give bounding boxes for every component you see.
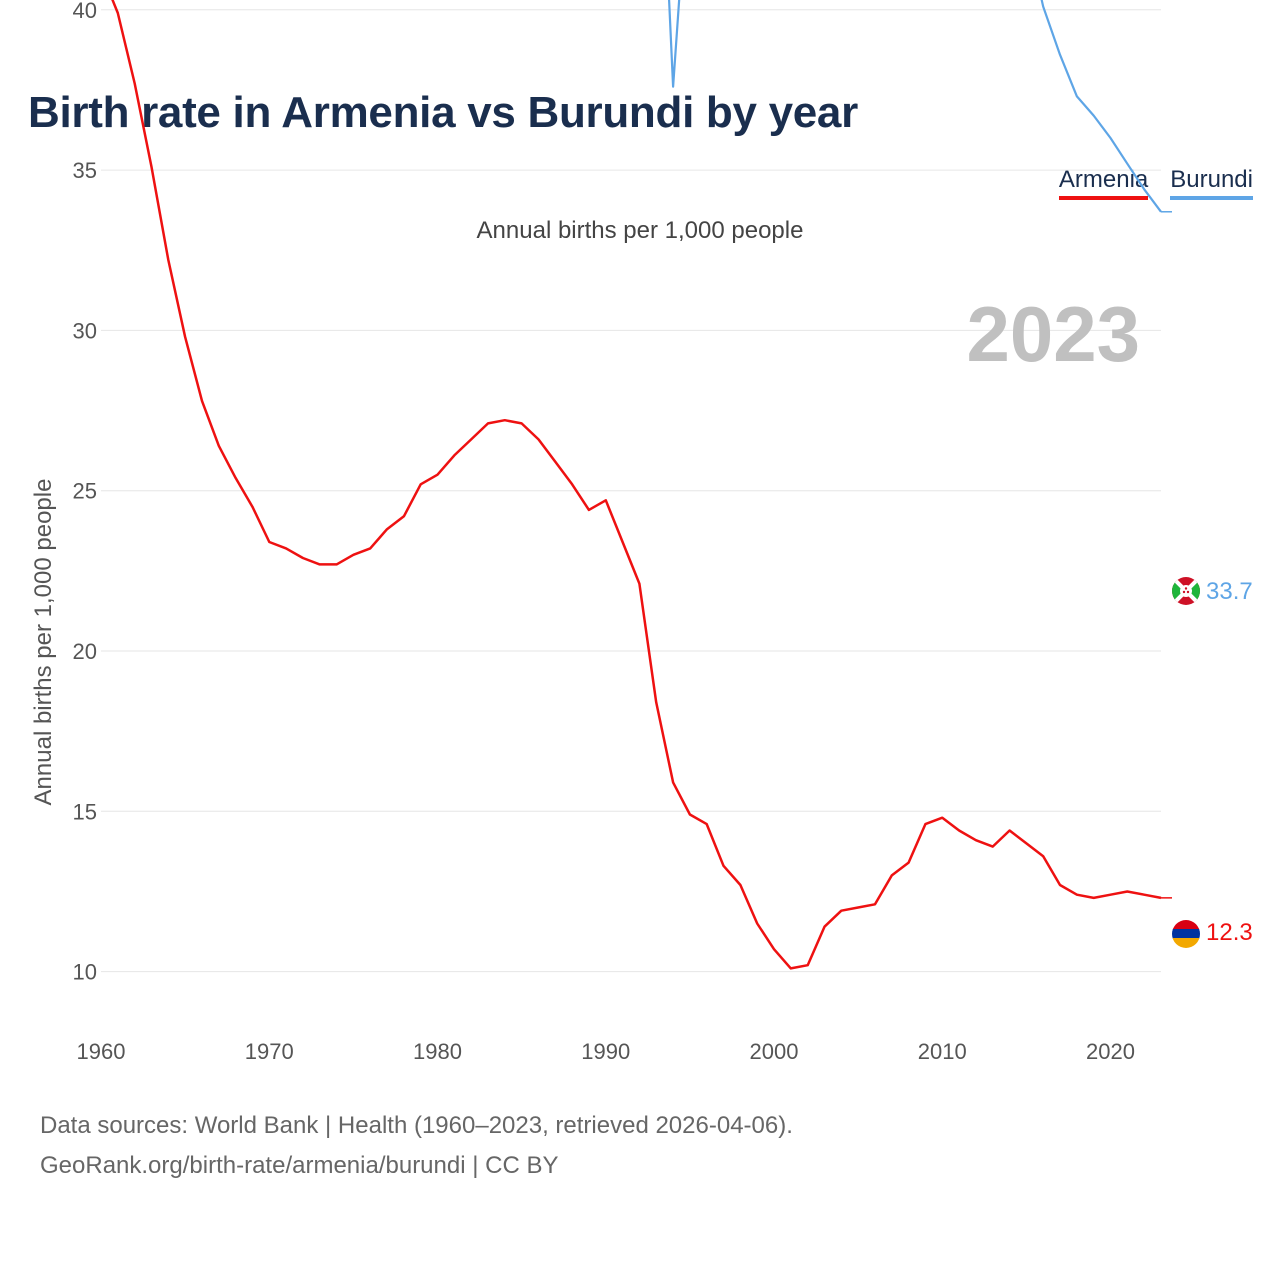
y-tick-label: 20	[73, 639, 97, 664]
burundi-flag-icon	[1172, 577, 1200, 605]
end-value-armenia: 12.3	[1206, 919, 1253, 946]
x-tick-label: 1960	[77, 1039, 126, 1064]
armenia-flag-icon	[1172, 920, 1200, 948]
source-line-1: Data sources: World Bank | Health (1960–…	[40, 1112, 793, 1139]
series-line-armenia[interactable]	[101, 0, 1162, 970]
y-tick-label: 40	[73, 0, 97, 23]
chart-title: Birth rate in Armenia vs Burundi by year	[28, 88, 858, 137]
data-source: Data sources: World Bank | Health (1960–…	[40, 1106, 793, 1186]
y-axis-label: Annual births per 1,000 people	[30, 479, 57, 806]
y-tick-label: 30	[73, 318, 97, 343]
end-value-burundi: 33.7	[1206, 578, 1253, 605]
x-tick-label: 2020	[1086, 1039, 1135, 1064]
x-tick-label: 1980	[413, 1039, 462, 1064]
y-tick-label: 10	[73, 960, 97, 985]
y-tick-label: 25	[73, 479, 97, 504]
y-tick-label: 15	[73, 799, 97, 824]
x-tick-label: 2010	[918, 1039, 967, 1064]
year-watermark: 2023	[966, 290, 1140, 378]
x-tick-label: 1990	[581, 1039, 630, 1064]
x-tick-label: 1970	[245, 1039, 294, 1064]
chart-subtitle: Annual births per 1,000 people	[476, 217, 804, 244]
source-line-2[interactable]: GeoRank.org/birth-rate/armenia/burundi |…	[40, 1152, 559, 1179]
legend-item-burundi[interactable]: Burundi	[1170, 166, 1253, 200]
series-line-burundi[interactable]	[101, 0, 1162, 213]
x-tick-label: 2000	[750, 1039, 799, 1064]
y-tick-label: 35	[73, 158, 97, 183]
